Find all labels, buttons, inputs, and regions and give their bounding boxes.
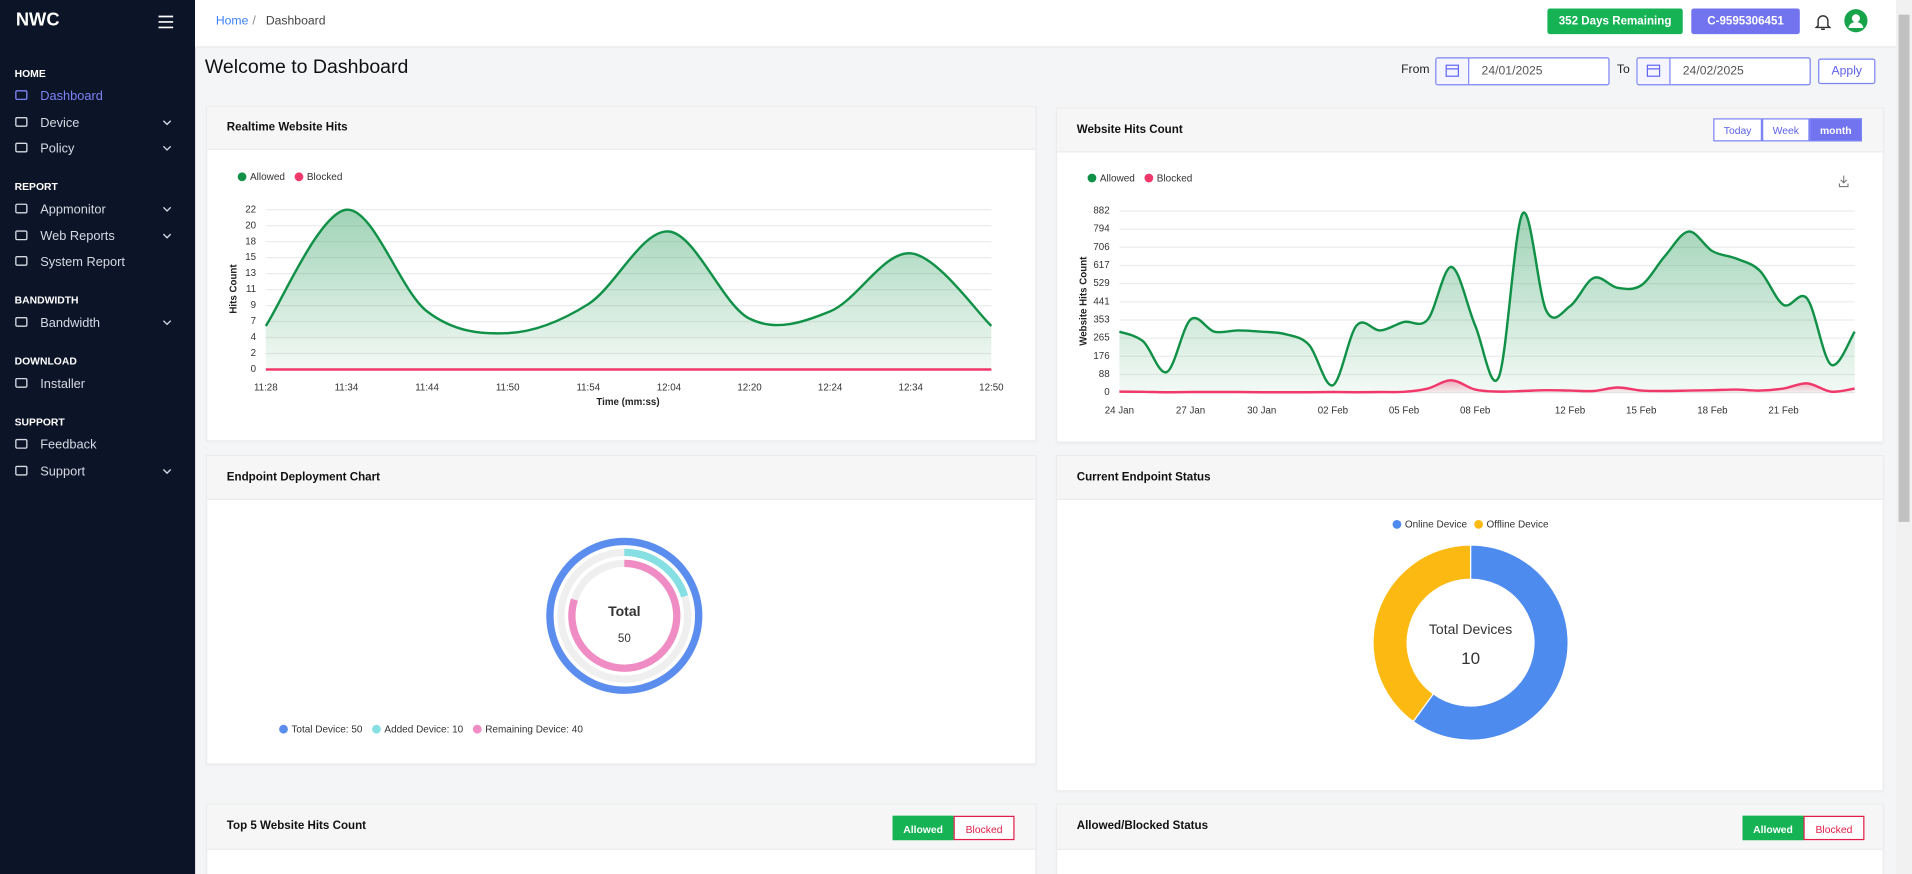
customer-id-badge[interactable]: C-9595306451 <box>1691 8 1800 35</box>
to-date-input[interactable]: 24/02/2025 <box>1636 57 1811 86</box>
scroll-thumb[interactable] <box>1898 14 1910 522</box>
filter-button[interactable]: Allowed <box>892 815 954 841</box>
card-title: Endpoint Deployment Chart <box>226 470 380 484</box>
card: Website Hits Count Today Week month <box>1055 107 1884 443</box>
page-title: Welcome to Dashboard <box>204 57 409 79</box>
apply-button[interactable]: Apply <box>1818 58 1876 85</box>
nav-item[interactable]: Web Reports <box>0 224 195 248</box>
chevron[interactable] <box>162 206 172 213</box>
nav-item[interactable]: Device <box>0 110 195 134</box>
nav-icon <box>15 203 28 214</box>
nav-item[interactable]: Policy <box>0 137 195 161</box>
menu-toggle[interactable] <box>157 15 174 30</box>
card: Allowed/Blocked Status Allowed Blocked <box>1055 803 1884 874</box>
chevron[interactable] <box>162 232 172 239</box>
to-label: To <box>1616 63 1630 77</box>
filter-button[interactable]: Blocked <box>953 815 1015 841</box>
card: Top 5 Website Hits Count Allowed Blocked <box>206 803 1037 874</box>
card-header: Endpoint Deployment Chart <box>207 456 1036 500</box>
to-date: 24/02/2025 <box>1682 64 1744 79</box>
card-title: Realtime Website Hits <box>226 120 348 135</box>
filter-button[interactable]: Allowed <box>1742 815 1804 841</box>
nav-item[interactable]: Installer <box>0 372 195 396</box>
nav-label: Web Reports <box>40 228 115 244</box>
days-remaining-badge: 352 Days Remaining <box>1547 8 1683 35</box>
range-button[interactable]: month <box>1809 118 1863 142</box>
section-heading: REPORT <box>14 180 58 193</box>
card-header: Realtime Website Hits <box>207 107 1036 150</box>
nav-item[interactable]: Dashboard <box>0 84 195 108</box>
user-avatar[interactable] <box>1844 9 1868 33</box>
range-button[interactable]: Today <box>1713 118 1763 142</box>
nav-item[interactable]: Appmonitor <box>0 198 195 222</box>
section-heading: HOME <box>14 67 46 80</box>
breadcrumb-link[interactable]: Home <box>215 14 249 29</box>
nav-icon <box>15 465 28 476</box>
range-button[interactable]: Week <box>1762 118 1810 142</box>
nav-label: Appmonitor <box>40 202 106 218</box>
card-title: Current Endpoint Status <box>1076 470 1211 484</box>
card: Realtime Website Hits <box>206 106 1037 442</box>
section-heading: DOWNLOAD <box>14 354 77 368</box>
nav-label: Installer <box>40 376 86 392</box>
brand: NWC <box>15 9 60 31</box>
card: Endpoint Deployment Chart <box>206 454 1037 765</box>
card-title: Website Hits Count <box>1076 122 1183 136</box>
nav-icon <box>15 377 28 388</box>
sidebar: NWC HOME Dashboard Device Policy REPORT Appmo… <box>0 0 196 874</box>
calendar-icon <box>1436 58 1470 85</box>
from-date: 24/01/2025 <box>1481 64 1543 79</box>
nav-label: System Report <box>40 254 125 270</box>
nav-label: Policy <box>40 141 75 157</box>
calendar-icon <box>1637 58 1671 85</box>
chevron[interactable] <box>162 468 172 475</box>
chevron[interactable] <box>162 145 172 152</box>
nav-icon <box>15 438 28 449</box>
from-date-input[interactable]: 24/01/2025 <box>1435 57 1610 86</box>
nav-icon <box>15 229 28 240</box>
filter-button[interactable]: Blocked <box>1803 815 1865 841</box>
section-heading: SUPPORT <box>14 415 65 429</box>
nav-item[interactable]: Feedback <box>0 433 195 457</box>
card-header: Current Endpoint Status <box>1057 456 1883 500</box>
card-title: Top 5 Website Hits Count <box>226 819 367 833</box>
nav-icon <box>15 256 28 266</box>
nav-label: Feedback <box>40 437 97 453</box>
from-label: From <box>1401 63 1430 77</box>
top-bar: Home / Dashboard 352 Days Remaining C-95… <box>195 0 1897 48</box>
nav-icon <box>15 142 28 153</box>
nav-icon <box>15 116 28 127</box>
nav-label: Dashboard <box>40 89 103 104</box>
notification-bell[interactable] <box>1814 12 1832 32</box>
section-heading: BANDWIDTH <box>14 293 79 307</box>
breadcrumb-current: Dashboard <box>265 14 326 29</box>
card-title: Allowed/Blocked Status <box>1076 819 1209 833</box>
nav-item[interactable]: Bandwidth <box>0 311 195 335</box>
nav-icon <box>15 90 28 101</box>
scrollbar[interactable] <box>1896 0 1912 874</box>
nav-label: Device <box>40 115 80 130</box>
nav-label: Bandwidth <box>40 315 101 331</box>
chevron[interactable] <box>162 119 172 126</box>
nav-item[interactable]: Support <box>0 459 195 483</box>
nav-label: Support <box>40 463 86 479</box>
chevron[interactable] <box>162 319 172 326</box>
nav-item[interactable]: System Report <box>0 250 195 274</box>
nav-icon <box>15 316 28 327</box>
breadcrumb-separator: / <box>252 14 256 29</box>
card: Current Endpoint Status <box>1055 454 1884 792</box>
